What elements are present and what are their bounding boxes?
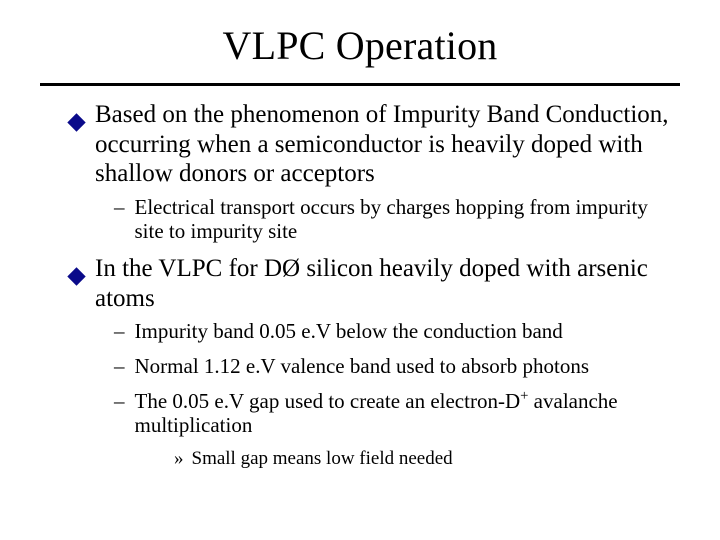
- bullet-text: Electrical transport occurs by charges h…: [135, 195, 677, 245]
- diamond-icon: [70, 107, 83, 137]
- slide: VLPC Operation Based on the phenomenon o…: [0, 0, 720, 540]
- dash-icon: –: [114, 319, 125, 344]
- bullet-text: The 0.05 e.V gap used to create an elect…: [135, 389, 677, 439]
- dash-icon: –: [114, 354, 125, 379]
- bullet-level2: –Impurity band 0.05 e.V below the conduc…: [44, 319, 676, 344]
- bullet-level3: » Small gap means low field needed: [44, 448, 676, 471]
- dash-icon: –: [114, 195, 125, 220]
- title-rule: [40, 83, 680, 86]
- title-block: VLPC Operation: [40, 18, 680, 77]
- bullet-text: Impurity band 0.05 e.V below the conduct…: [135, 319, 677, 344]
- bullet-level2: –The 0.05 e.V gap used to create an elec…: [44, 389, 676, 439]
- bullet-level1: In the VLPC for DØ silicon heavily doped…: [44, 254, 676, 313]
- bullet-level2: –Electrical transport occurs by charges …: [44, 195, 676, 245]
- bullet-text: In the VLPC for DØ silicon heavily doped…: [95, 254, 676, 313]
- dash-icon: –: [114, 389, 125, 414]
- bullet-level2: –Normal 1.12 e.V valence band used to ab…: [44, 354, 676, 379]
- bullet-level1: Based on the phenomenon of Impurity Band…: [44, 100, 676, 189]
- slide-body: Based on the phenomenon of Impurity Band…: [40, 100, 680, 471]
- bullet-text: Based on the phenomenon of Impurity Band…: [95, 100, 676, 189]
- slide-title: VLPC Operation: [40, 18, 680, 77]
- bullet-text: Small gap means low field needed: [192, 448, 677, 471]
- raquo-icon: »: [174, 448, 184, 471]
- diamond-icon: [70, 261, 83, 291]
- bullet-text: Normal 1.12 e.V valence band used to abs…: [135, 354, 677, 379]
